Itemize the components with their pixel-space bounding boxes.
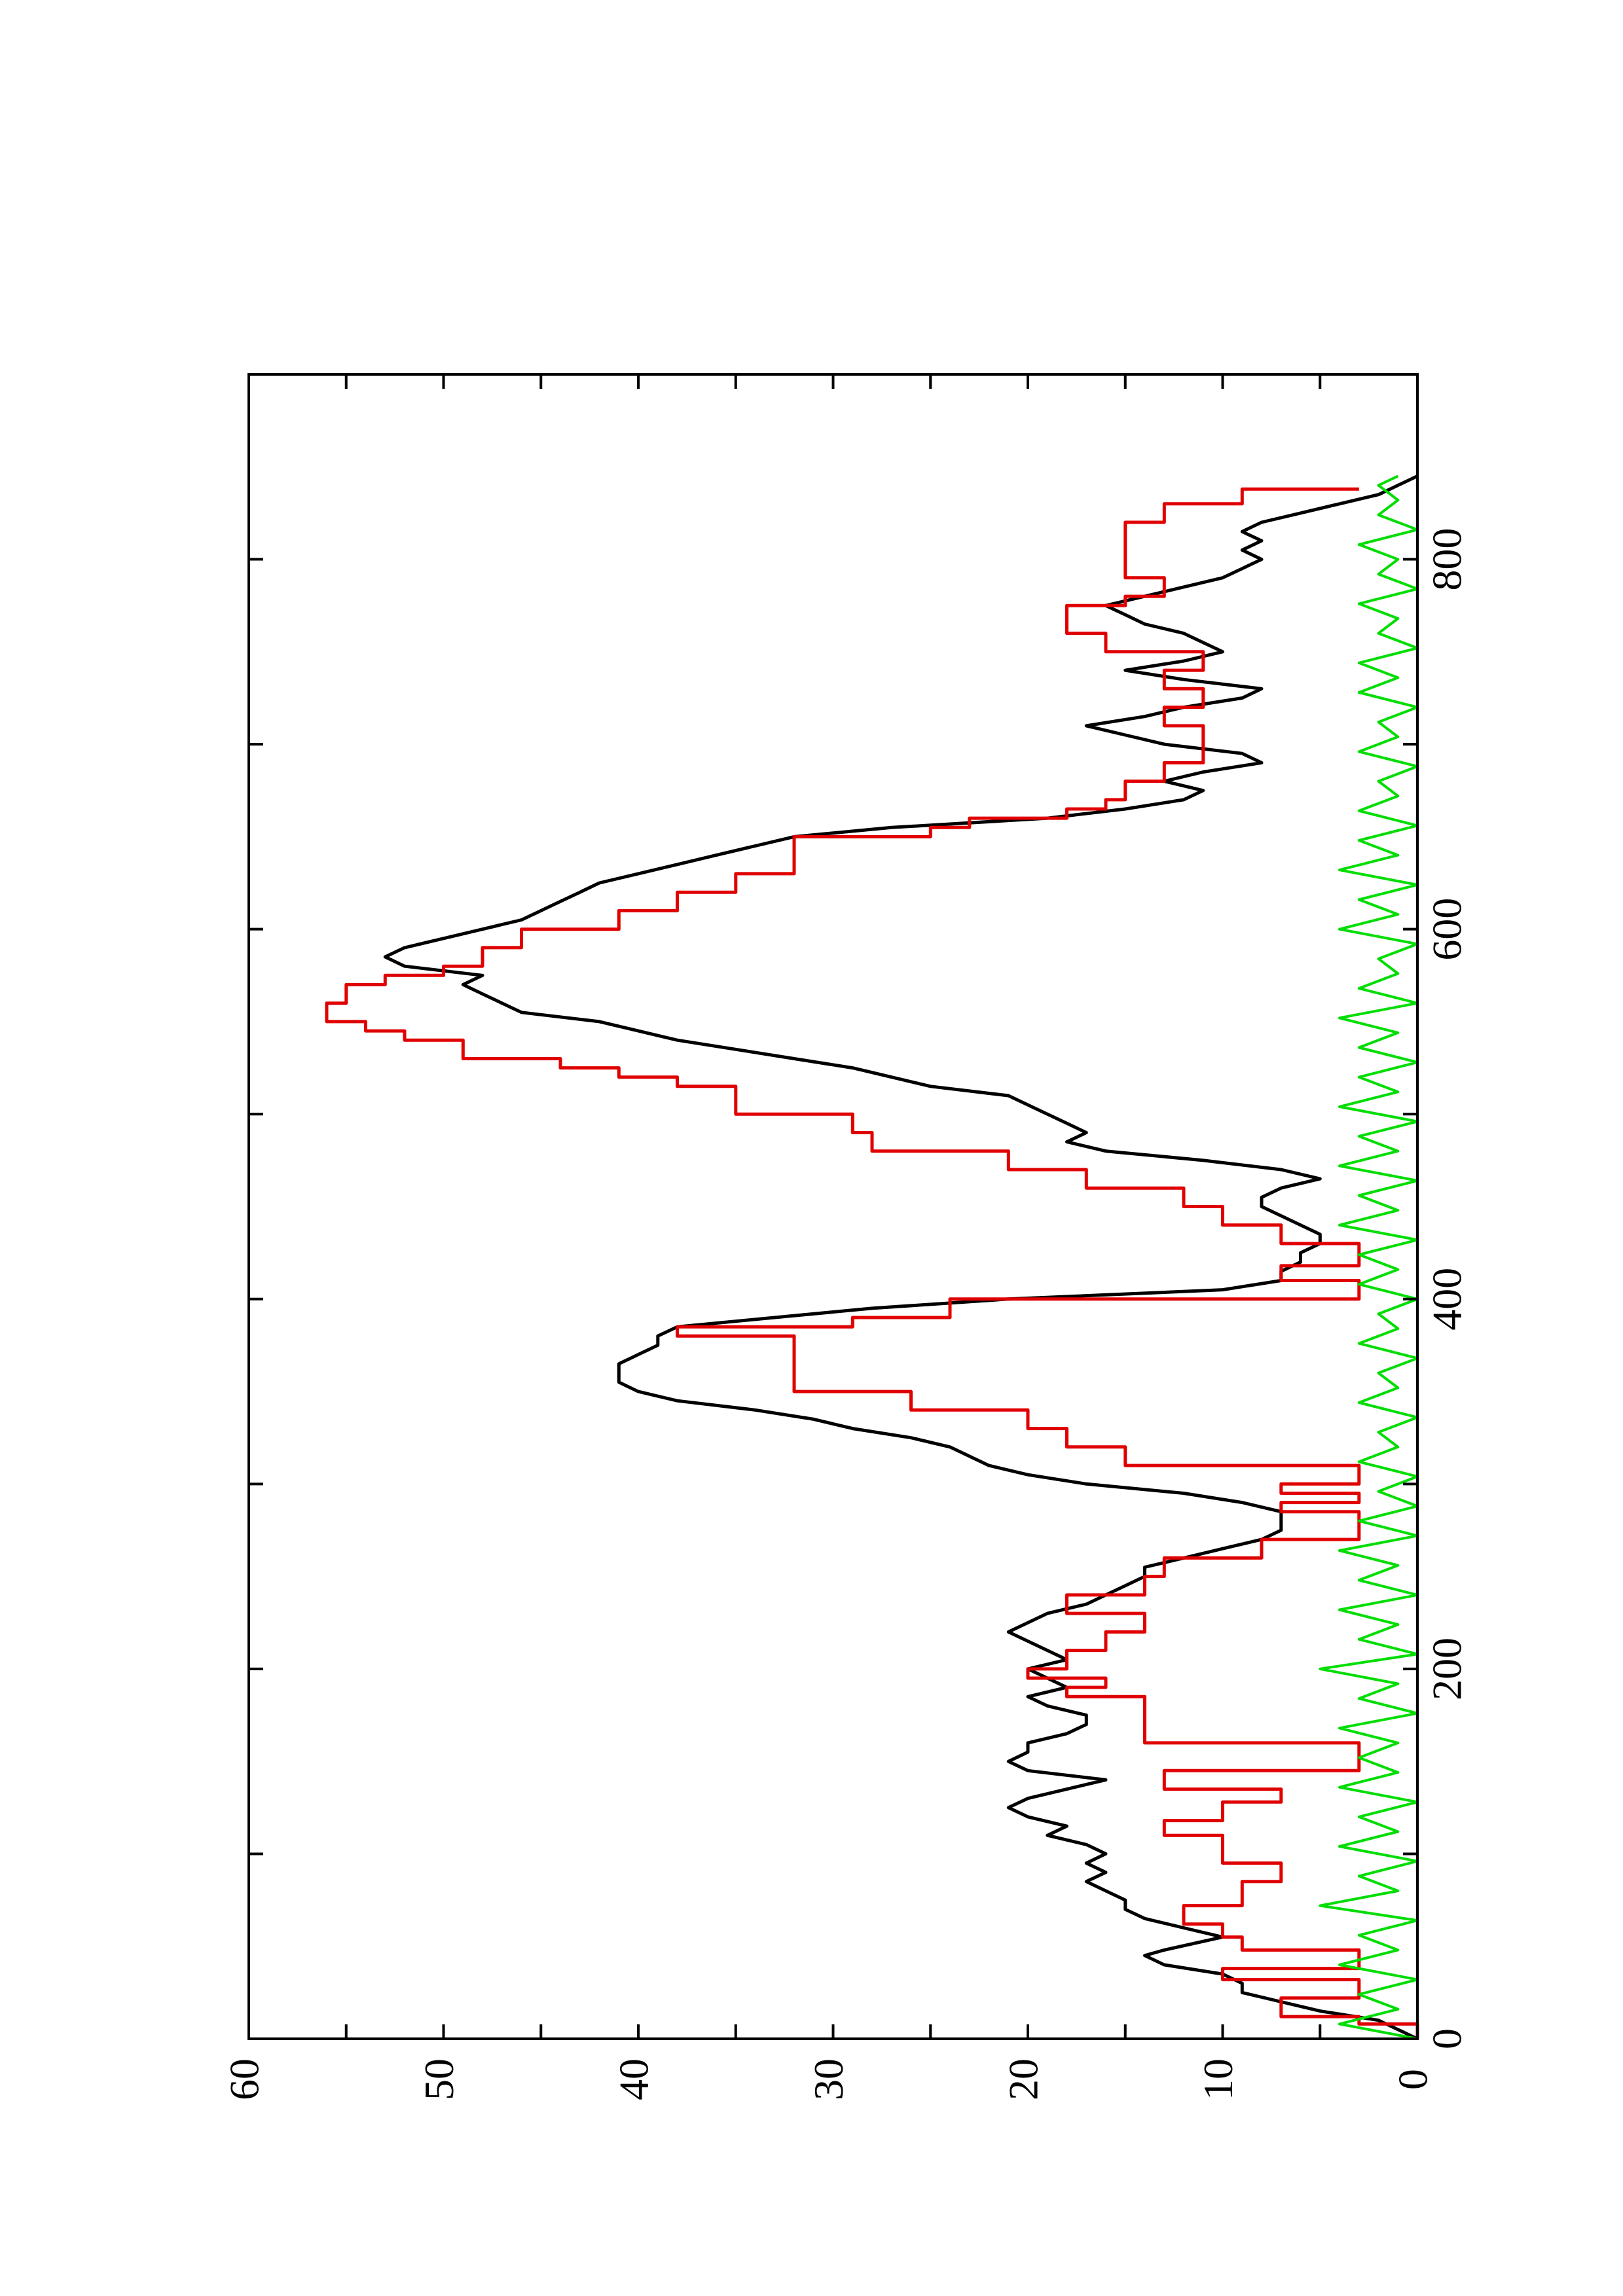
series-line-2 — [325, 487, 1419, 2039]
plot-area: 0 200 400 600 800 0 10 20 30 40 50 60 — [221, 373, 1470, 2100]
tick-layer — [249, 374, 1417, 2040]
y-tick-label: 50 — [416, 2058, 462, 2100]
x-tick-label: 400 — [1424, 1268, 1470, 1331]
x-tick-label: 200 — [1424, 1638, 1470, 1700]
tick-label-layer: 0 200 400 600 800 0 10 20 30 40 50 60 — [221, 528, 1470, 2100]
y-tick-label: 0 — [1390, 2069, 1436, 2090]
y-tick-label: 30 — [805, 2058, 852, 2100]
x-tick-label: 0 — [1424, 2028, 1470, 2049]
series-layer — [325, 475, 1419, 2041]
y-tick-label: 40 — [611, 2058, 657, 2100]
series-line-3 — [1319, 475, 1419, 2040]
x-tick-label: 800 — [1424, 528, 1470, 591]
y-tick-label: 20 — [1000, 2058, 1047, 2100]
series-line-1 — [383, 475, 1419, 2041]
x-tick-label: 600 — [1424, 898, 1470, 961]
y-tick-label: 10 — [1195, 2058, 1241, 2100]
y-tick-label: 60 — [221, 2058, 268, 2100]
